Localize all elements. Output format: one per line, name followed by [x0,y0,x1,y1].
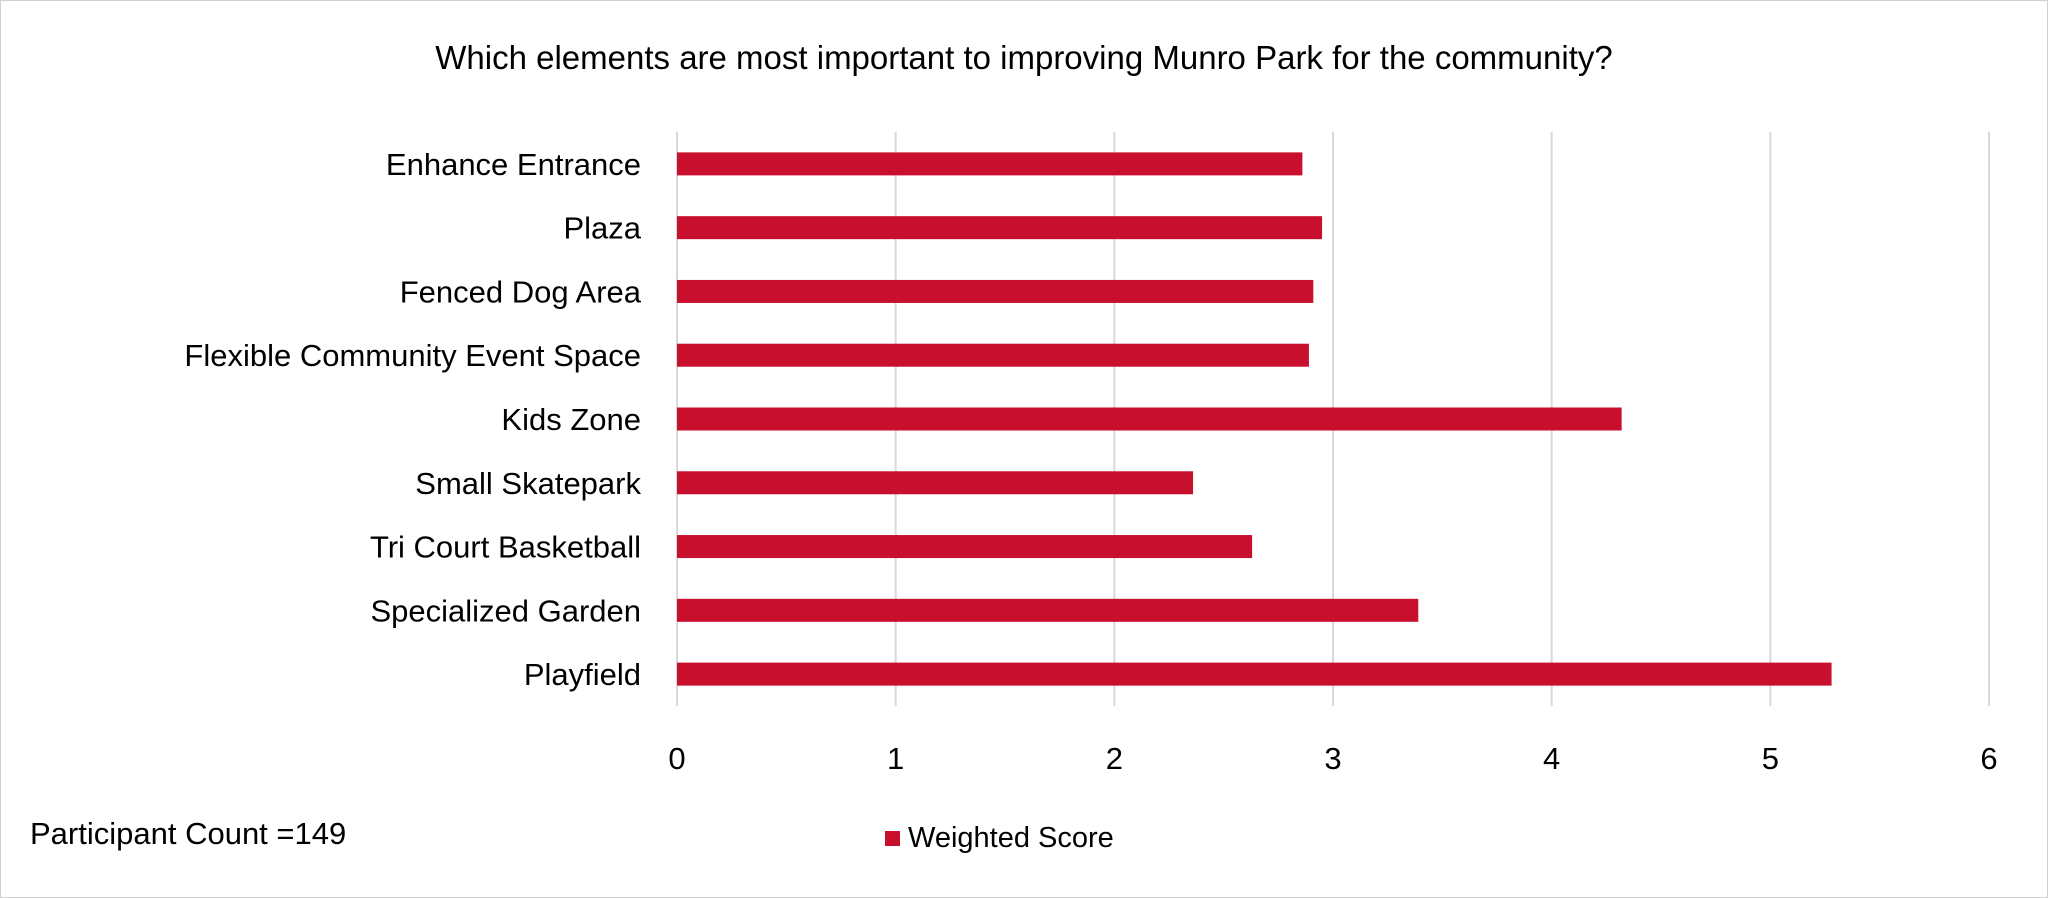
participant-count-annotation: Participant Count =149 [30,816,347,851]
bar [677,662,1832,686]
legend-swatch [885,831,900,846]
x-tick-label: 1 [887,741,904,776]
category-label: Enhance Entrance [386,147,641,182]
x-tick-label: 4 [1543,741,1560,776]
bar [677,343,1309,367]
category-label: Small Skatepark [415,466,641,501]
bar [677,598,1419,622]
x-tick-label: 5 [1762,741,1779,776]
legend-label: Weighted Score [908,822,1114,854]
x-tick-label: 6 [1980,741,1997,776]
category-label: Kids Zone [501,402,641,437]
bar [677,152,1303,176]
category-label: Flexible Community Event Space [184,338,641,373]
x-tick-label: 3 [1324,741,1341,776]
legend: Weighted Score [885,822,1114,855]
bar [677,216,1323,240]
category-label: Fenced Dog Area [400,274,642,309]
bar [677,535,1253,559]
category-label: Specialized Garden [370,593,641,628]
chart-title: Which elements are most important to imp… [435,39,1613,76]
category-label: Plaza [563,211,641,246]
x-tick-label: 0 [668,741,685,776]
x-tick-label: 2 [1106,741,1123,776]
category-label: Playfield [524,657,641,692]
category-label: Tri Court Basketball [370,530,641,565]
bar [677,407,1622,431]
bar [677,279,1314,303]
bar [677,471,1194,495]
